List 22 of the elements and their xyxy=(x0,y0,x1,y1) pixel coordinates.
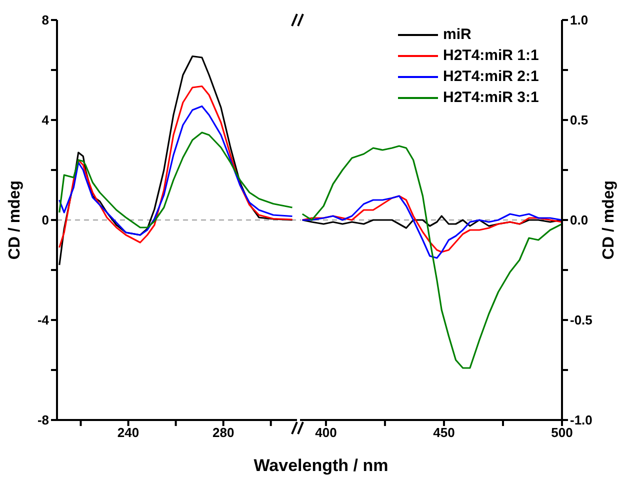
y-tick-label: 4 xyxy=(42,112,50,128)
y-tick-label: 8 xyxy=(42,12,49,28)
legend-label: H2T4:miR 3:1 xyxy=(443,89,539,106)
y-tick-label: 0 xyxy=(42,212,49,228)
x-tick-label: 500 xyxy=(551,425,573,440)
legend-label: miR xyxy=(443,26,472,43)
x-tick-label: 280 xyxy=(212,425,234,440)
y2-tick-label: 1.0 xyxy=(570,12,588,28)
y-tick-label: -4 xyxy=(37,312,50,328)
y2-tick-label: -1.0 xyxy=(570,412,592,428)
x-tick-label: 450 xyxy=(433,425,455,440)
y2-tick-label: -0.5 xyxy=(570,312,592,328)
x-tick-label: 400 xyxy=(315,425,337,440)
y2-tick-label: 0.5 xyxy=(570,112,588,128)
y2-axis-title: CD / mdeg xyxy=(600,180,618,260)
y-axis-title: CD / mdeg xyxy=(6,180,24,260)
y-tick-label: -8 xyxy=(37,412,49,428)
y2-tick-label: 0.0 xyxy=(570,212,588,228)
legend-label: H2T4:miR 2:1 xyxy=(443,68,539,85)
x-axis-title: Wavelength / nm xyxy=(252,456,390,476)
legend-label: H2T4:miR 1:1 xyxy=(443,47,539,64)
x-tick-label: 240 xyxy=(117,425,140,440)
